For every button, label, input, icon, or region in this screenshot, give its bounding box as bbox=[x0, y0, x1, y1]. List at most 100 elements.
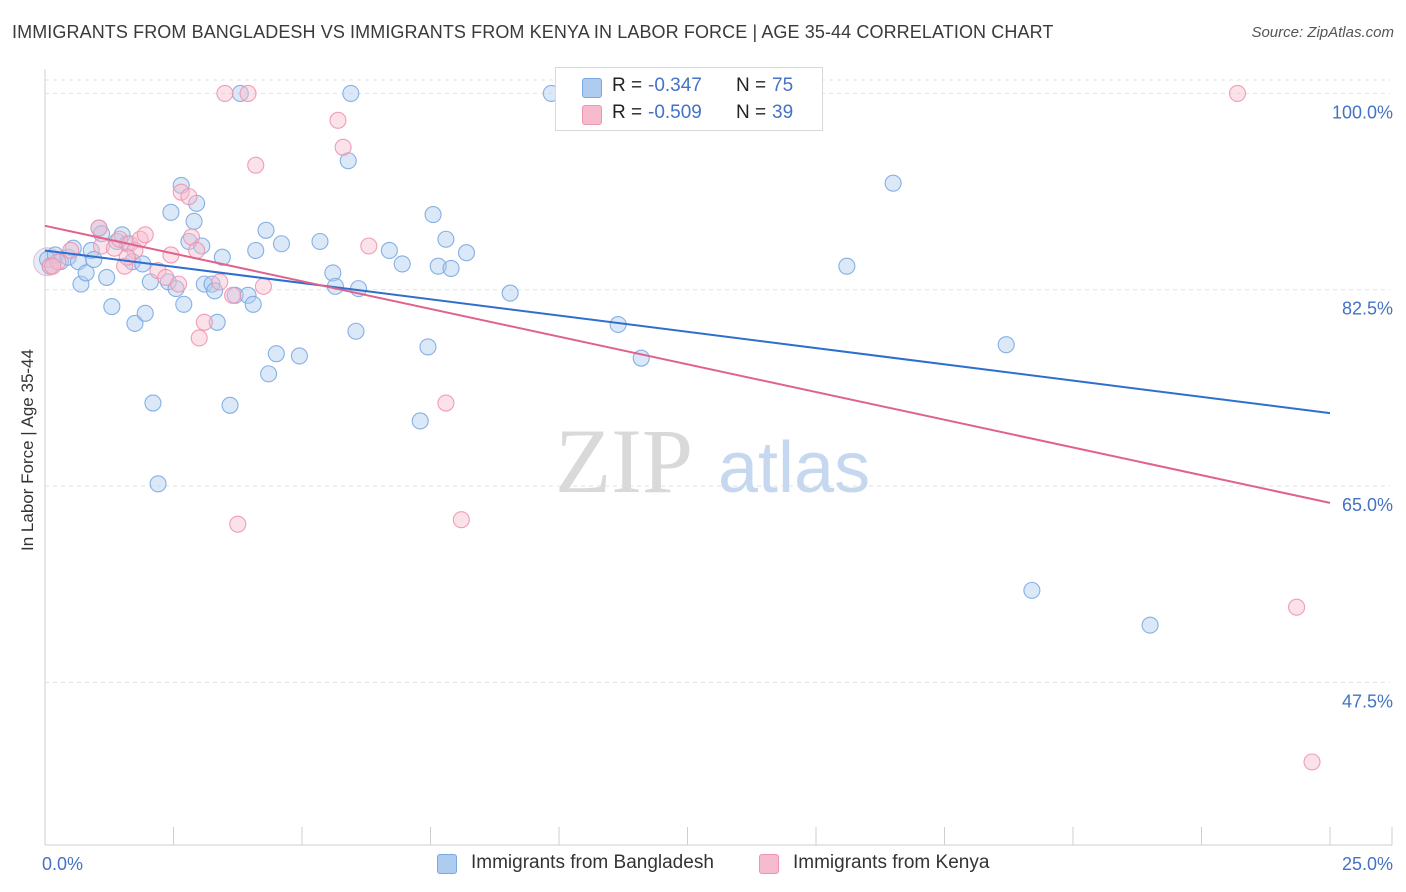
bangladesh-point bbox=[72, 275, 90, 293]
legend-label-kenya: Immigrants from Kenya bbox=[793, 852, 990, 873]
y-tick-label: 65.0% bbox=[1342, 495, 1393, 515]
bangladesh-point bbox=[411, 412, 429, 430]
bangladesh-point bbox=[457, 244, 476, 262]
bangladesh-point bbox=[324, 264, 342, 282]
bangladesh-point bbox=[136, 304, 154, 322]
kenya-point bbox=[1288, 598, 1306, 616]
bangladesh-point bbox=[221, 396, 239, 414]
x-tick-label: 25.0% bbox=[1342, 854, 1393, 874]
y-tick-label: 82.5% bbox=[1342, 299, 1393, 319]
kenya-point bbox=[329, 111, 347, 129]
bangladesh-point bbox=[208, 313, 226, 331]
bangladesh-point bbox=[393, 255, 411, 273]
kenya-point bbox=[216, 84, 234, 102]
bangladesh-point bbox=[126, 314, 144, 332]
bangladesh-point bbox=[162, 203, 180, 221]
kenya-point bbox=[211, 273, 229, 291]
bangladesh-point bbox=[442, 259, 460, 277]
kenya-point bbox=[254, 277, 273, 295]
bangladesh-point bbox=[884, 174, 902, 192]
kenya-point bbox=[118, 248, 136, 266]
bangladesh-point bbox=[311, 232, 329, 251]
trend-layer bbox=[44, 224, 1331, 504]
kenya-point bbox=[239, 84, 257, 102]
bangladesh-point bbox=[347, 322, 365, 340]
bangladesh-legend-swatch bbox=[437, 854, 457, 874]
bangladesh-swatch bbox=[582, 78, 602, 98]
legend-label-bangladesh: Immigrants from Bangladesh bbox=[471, 852, 714, 873]
y-axis-label-wrap: In Labor Force | Age 35-44 bbox=[16, 330, 40, 570]
bangladesh-point bbox=[437, 230, 455, 248]
kenya-point bbox=[437, 394, 455, 412]
bangladesh-point bbox=[429, 257, 447, 275]
bangladesh-point bbox=[149, 475, 167, 493]
bangladesh-point bbox=[1023, 581, 1041, 599]
bangladesh-point bbox=[247, 241, 265, 260]
chart-title: IMMIGRANTS FROM BANGLADESH VS IMMIGRANTS… bbox=[12, 22, 1054, 42]
y-axis-label: In Labor Force | Age 35-44 bbox=[18, 349, 37, 551]
bangladesh-point bbox=[144, 394, 162, 412]
bangladesh-point bbox=[77, 264, 95, 282]
points-layer bbox=[33, 84, 1321, 771]
bangladesh-point bbox=[239, 286, 257, 304]
bangladesh-point bbox=[1141, 616, 1159, 634]
stats-legend: R = -0.347 N = 75 R = -0.509 N = 39 bbox=[555, 67, 823, 131]
kenya-point bbox=[334, 138, 352, 156]
watermark-zip: ZIP bbox=[555, 410, 693, 512]
kenya-point bbox=[44, 257, 62, 275]
bangladesh-point bbox=[103, 298, 121, 316]
n-value: 39 bbox=[772, 102, 794, 123]
kenya-swatch bbox=[582, 105, 602, 125]
bangladesh-point bbox=[424, 206, 442, 224]
bangladesh-point bbox=[185, 212, 203, 230]
kenya-point bbox=[452, 511, 470, 529]
bangladesh-point bbox=[419, 338, 437, 356]
n-value: 75 bbox=[772, 75, 794, 96]
bangladesh-point bbox=[213, 248, 231, 266]
r-value: -0.509 bbox=[648, 102, 702, 123]
bangladesh-point bbox=[98, 268, 116, 286]
kenya-point bbox=[62, 241, 80, 260]
r-key: R = bbox=[612, 102, 643, 123]
axis-layer bbox=[44, 69, 1393, 846]
bangladesh-point bbox=[997, 336, 1015, 354]
tick-labels: 100.0% 82.5% 65.0% 47.5% 0.0% 25.0% bbox=[42, 102, 1393, 874]
watermark-atlas: atlas bbox=[718, 428, 870, 508]
kenya-point bbox=[247, 156, 265, 174]
r-key: R = bbox=[612, 75, 643, 96]
kenya-point bbox=[90, 219, 108, 237]
bangladesh-point bbox=[267, 345, 285, 363]
kenya-point bbox=[195, 313, 213, 331]
x-tick-label: 0.0% bbox=[42, 854, 83, 874]
kenya-point bbox=[180, 188, 198, 206]
kenya-point bbox=[170, 275, 188, 293]
kenya-point bbox=[1228, 84, 1247, 102]
kenya-point bbox=[1303, 753, 1321, 771]
kenya-point bbox=[136, 226, 154, 244]
n-key: N = bbox=[736, 102, 767, 123]
kenya-point bbox=[224, 286, 242, 304]
n-key: N = bbox=[736, 75, 767, 96]
bangladesh-point bbox=[260, 365, 278, 383]
bangladesh-point bbox=[838, 257, 856, 275]
bangladesh-point bbox=[257, 221, 275, 239]
kenya-point bbox=[188, 241, 206, 260]
bangladesh-trend-line bbox=[44, 249, 1331, 415]
bangladesh-point bbox=[175, 295, 193, 313]
kenya-point bbox=[229, 515, 247, 533]
source-label: Source: ZipAtlas.com bbox=[1251, 24, 1394, 41]
kenya-trend-line bbox=[44, 224, 1331, 504]
bangladesh-point bbox=[272, 235, 290, 253]
bangladesh-point bbox=[342, 84, 360, 102]
kenya-point bbox=[190, 329, 208, 347]
y-tick-label: 100.0% bbox=[1332, 102, 1393, 122]
y-tick-label: 47.5% bbox=[1342, 691, 1393, 711]
kenya-point bbox=[49, 253, 67, 271]
bangladesh-point bbox=[290, 347, 308, 365]
kenya-legend-swatch bbox=[759, 854, 779, 874]
bangladesh-point bbox=[244, 295, 262, 313]
bangladesh-point bbox=[380, 241, 398, 260]
grid-layer bbox=[45, 79, 1390, 683]
bangladesh-point bbox=[167, 280, 185, 298]
